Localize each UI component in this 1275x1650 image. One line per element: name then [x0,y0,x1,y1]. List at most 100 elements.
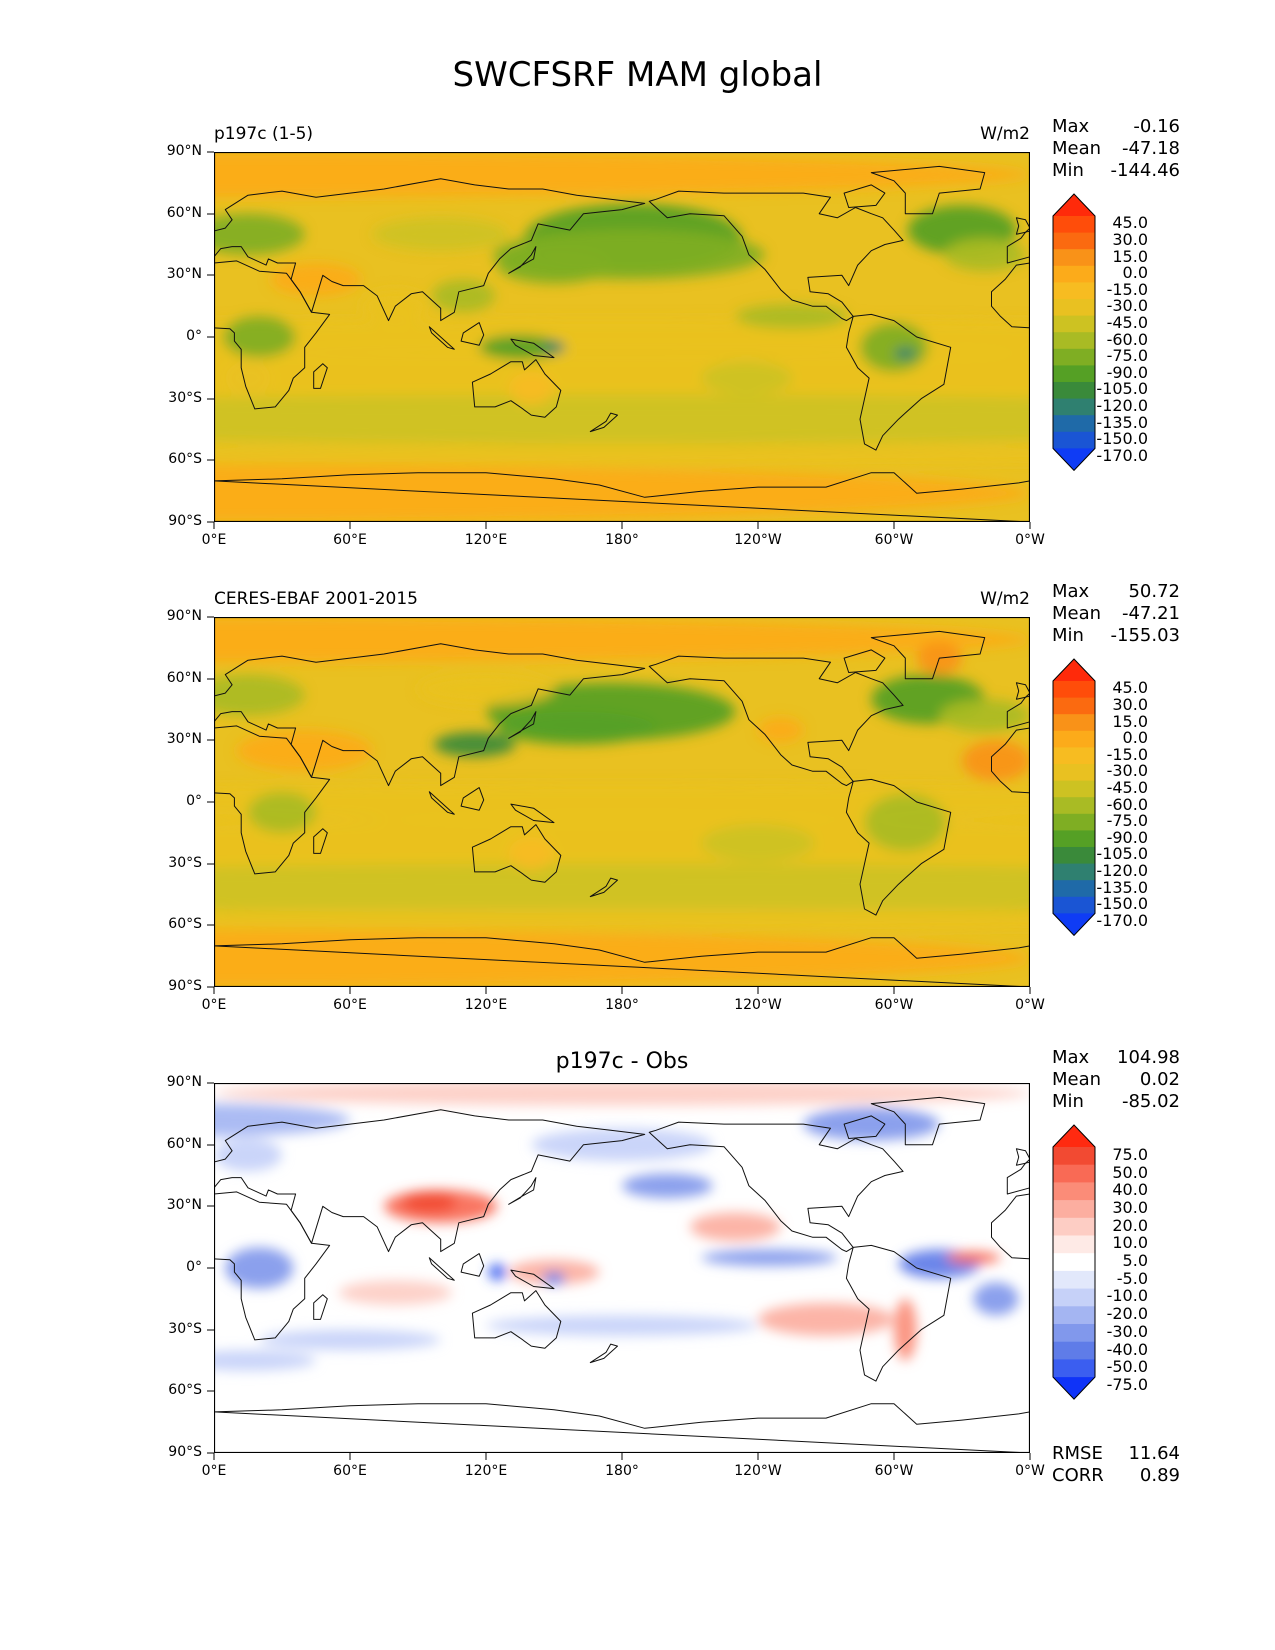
stat-value: 0.02 [1140,1069,1180,1090]
lon-tick-label: 60°E [315,1463,385,1479]
colorbar-tick-label: -75.0 [1078,1377,1148,1393]
colorbar-tick-label: -20.0 [1078,1306,1148,1322]
stat-value: 104.98 [1117,1047,1180,1068]
lon-tick [1029,522,1031,530]
colorbar-tick-label: -150.0 [1078,431,1148,447]
colorbar-tick-label: 0.0 [1078,730,1148,746]
stat-value: 11.64 [1128,1443,1180,1464]
field-feature [531,1128,712,1161]
lon-tick [1029,1453,1031,1461]
lat-tick [207,863,215,865]
stat-label: Max [1052,581,1089,602]
colorbar-tick-label: -30.0 [1078,763,1148,779]
field-feature [214,395,1030,444]
lat-tick [207,678,215,680]
lat-tick-label: 30°N [142,266,202,282]
lon-tick [621,522,623,530]
lat-tick [207,801,215,803]
lon-tick [349,1453,351,1461]
lat-tick [207,1205,215,1207]
lat-tick [207,459,215,461]
field-feature [497,712,656,745]
stat-label: Max [1052,1047,1089,1068]
lat-tick-label: 0° [142,1259,202,1275]
stat-label: Mean [1052,603,1101,624]
colorbar-tick-label: -40.0 [1078,1342,1148,1358]
lon-tick-label: 0°W [995,997,1065,1013]
stat-label: Max [1052,116,1089,137]
lat-tick [207,274,215,276]
colorbar-tick-label: -105.0 [1078,381,1148,397]
lat-tick-label: 60°S [142,916,202,932]
colorbar-tick-label: -150.0 [1078,896,1148,912]
lon-tick-label: 60°W [859,1463,929,1479]
colorbar-tick-label: -135.0 [1078,880,1148,896]
colorbar-tick-label: 75.0 [1078,1147,1148,1163]
lon-tick [757,987,759,995]
field-feature [758,1303,894,1336]
field-feature [701,1250,837,1266]
stat-value: -47.21 [1122,603,1180,624]
colorbar-tick-label: -120.0 [1078,398,1148,414]
lon-tick [893,987,895,995]
lon-tick-label: 120°E [451,1463,521,1479]
field-feature [488,1264,506,1280]
stat-mean: Mean 0.02 [1052,1069,1180,1090]
stat-max: Max 104.98 [1052,1047,1180,1068]
field-feature [946,1252,1000,1264]
stat-mean: Mean -47.18 [1052,138,1180,159]
lon-tick-label: 60°E [315,997,385,1013]
lat-tick [207,1267,215,1269]
stat-mean: Mean -47.21 [1052,603,1180,624]
colorbar-tick-label: -120.0 [1078,863,1148,879]
lat-tick-label: 0° [142,793,202,809]
field-feature [803,1108,939,1141]
stat-label: Min [1052,1091,1084,1112]
lon-tick [1029,987,1031,995]
lon-tick-label: 60°W [859,997,929,1013]
stat-label: Min [1052,160,1084,181]
lat-tick [207,1329,215,1331]
field-feature [860,323,928,372]
stat-min: Min -155.03 [1052,625,1180,646]
stat-label: Mean [1052,138,1101,159]
lon-tick-label: 180° [587,997,657,1013]
units-label: W/m2 [910,589,1030,609]
field-feature [248,792,316,833]
lon-tick-label: 180° [587,532,657,548]
lat-tick-label: 30°N [142,731,202,747]
lat-tick-label: 90°N [142,1074,202,1090]
field-feature [214,444,1030,465]
lon-tick-label: 120°W [723,532,793,548]
colorbar-tick-label: -60.0 [1078,797,1148,813]
lon-tick-label: 120°E [451,532,521,548]
lat-tick-label: 30°S [142,390,202,406]
colorbar-tick-label: 15.0 [1078,714,1148,730]
field-feature [271,263,362,296]
colorbar-tick-label: -90.0 [1078,365,1148,381]
stat-rmse: RMSE 11.64 [1052,1443,1180,1464]
lon-tick [757,522,759,530]
lat-tick [207,213,215,215]
colorbar-tick-label: 15.0 [1078,249,1148,265]
stat-value: -0.16 [1133,116,1180,137]
field-feature [225,1247,293,1288]
field-feature [402,1192,456,1213]
field-model [214,152,1030,522]
lat-tick [207,1144,215,1146]
lat-tick [207,336,215,338]
stat-label: Min [1052,625,1084,646]
lon-tick [893,1453,895,1461]
lat-tick-label: 30°S [142,855,202,871]
field-feature [962,740,1030,781]
lat-tick-label: 30°S [142,1321,202,1337]
stat-value: -85.02 [1122,1091,1180,1112]
colorbar-tick-label: 30.0 [1078,232,1148,248]
lon-tick [485,987,487,995]
colorbar-tick-label: -15.0 [1078,747,1148,763]
field-diff [214,1083,1030,1453]
panel-title-obs: CERES-EBAF 2001-2015 [214,589,418,609]
stat-label: CORR [1052,1465,1104,1486]
field-feature [214,909,1030,930]
lat-tick [207,1082,215,1084]
